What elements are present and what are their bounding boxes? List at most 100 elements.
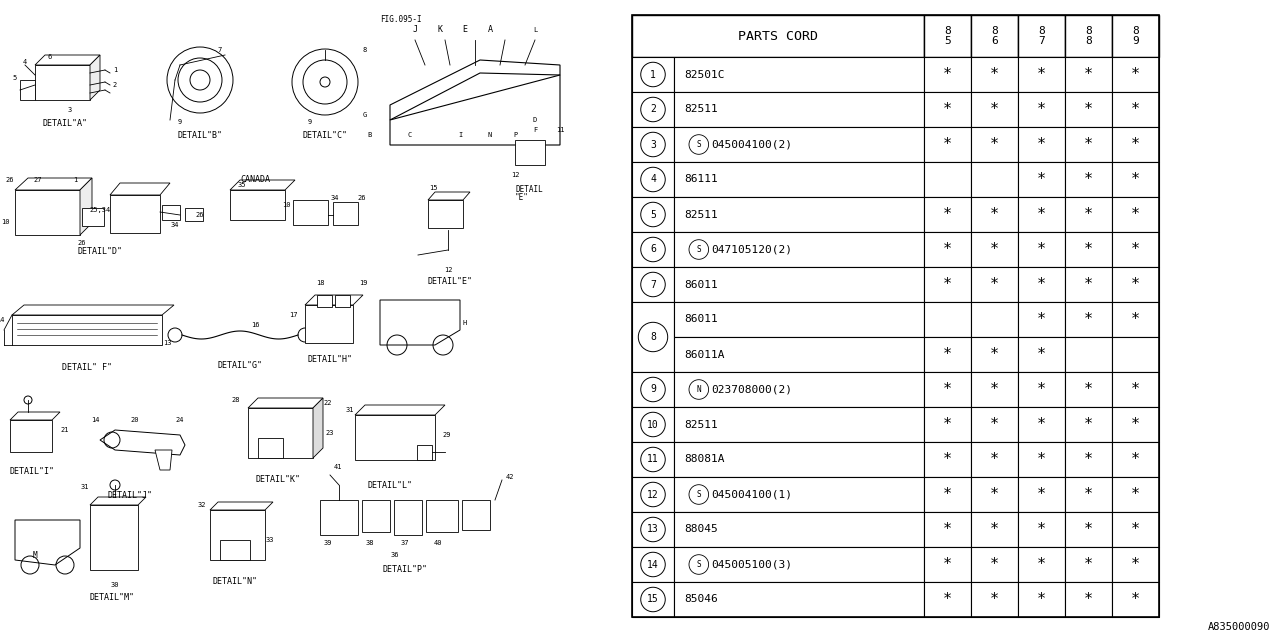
- Text: 5: 5: [650, 209, 655, 220]
- Text: DETAIL"H": DETAIL"H": [307, 355, 352, 365]
- Text: *: *: [989, 452, 1000, 467]
- Text: 86011A: 86011A: [684, 349, 724, 360]
- Bar: [1018, 92, 1065, 127]
- Bar: [675, 372, 924, 407]
- Text: *: *: [1132, 242, 1140, 257]
- Bar: [1112, 407, 1158, 442]
- Text: *: *: [1084, 382, 1093, 397]
- Text: 10: 10: [282, 202, 291, 208]
- Bar: [248, 408, 314, 458]
- Text: 37: 37: [401, 540, 410, 546]
- Text: *: *: [1037, 417, 1046, 432]
- Bar: [924, 162, 972, 197]
- Text: *: *: [1084, 592, 1093, 607]
- Text: *: *: [1132, 207, 1140, 222]
- Text: 19: 19: [358, 280, 367, 286]
- Bar: [1065, 407, 1112, 442]
- Text: 13: 13: [648, 525, 659, 534]
- Text: F: F: [532, 127, 538, 133]
- Bar: [20, 80, 35, 100]
- Bar: [972, 512, 1018, 547]
- Bar: [320, 500, 358, 535]
- Text: 8
8: 8 8: [1085, 26, 1092, 45]
- Text: *: *: [1037, 452, 1046, 467]
- Bar: [1112, 477, 1158, 512]
- Bar: [1112, 197, 1158, 232]
- Text: 8
7: 8 7: [1038, 26, 1044, 45]
- Bar: [924, 512, 972, 547]
- Text: *: *: [1037, 312, 1046, 327]
- Text: *: *: [1132, 312, 1140, 327]
- Text: 24: 24: [175, 417, 184, 423]
- Text: S: S: [696, 560, 701, 569]
- Text: *: *: [1084, 172, 1093, 187]
- Text: *: *: [989, 67, 1000, 82]
- Text: 047105120(2): 047105120(2): [712, 244, 792, 255]
- Text: 14: 14: [0, 317, 4, 323]
- Text: DETAIL"D": DETAIL"D": [78, 248, 123, 257]
- Text: 045005100(3): 045005100(3): [712, 559, 792, 570]
- Text: *: *: [943, 452, 952, 467]
- Text: 26: 26: [5, 177, 14, 183]
- Text: N: N: [696, 385, 701, 394]
- Text: 23: 23: [325, 430, 334, 436]
- Polygon shape: [305, 295, 364, 305]
- Bar: [675, 582, 924, 617]
- Text: D: D: [532, 117, 538, 123]
- Bar: [1112, 442, 1158, 477]
- Bar: [632, 197, 675, 232]
- Text: 26: 26: [78, 240, 86, 246]
- Text: *: *: [1084, 312, 1093, 327]
- Text: 14: 14: [648, 559, 659, 570]
- Text: K: K: [438, 26, 443, 35]
- Text: 8: 8: [650, 332, 655, 342]
- Bar: [1065, 232, 1112, 267]
- Text: *: *: [943, 382, 952, 397]
- Bar: [1018, 582, 1065, 617]
- Bar: [1065, 302, 1112, 337]
- Bar: [924, 582, 972, 617]
- Text: 023708000(2): 023708000(2): [712, 385, 792, 394]
- Text: A835000090: A835000090: [1207, 622, 1270, 632]
- Text: G: G: [362, 112, 367, 118]
- Text: H: H: [463, 320, 467, 326]
- Bar: [675, 442, 924, 477]
- Polygon shape: [79, 178, 92, 235]
- Text: *: *: [989, 417, 1000, 432]
- Text: 15: 15: [429, 185, 438, 191]
- Bar: [675, 57, 924, 92]
- Text: *: *: [989, 382, 1000, 397]
- Bar: [1018, 407, 1065, 442]
- Bar: [1065, 267, 1112, 302]
- Bar: [632, 15, 924, 57]
- Text: 11: 11: [556, 127, 564, 133]
- Text: *: *: [989, 137, 1000, 152]
- Bar: [186, 208, 204, 221]
- Bar: [1112, 512, 1158, 547]
- Text: *: *: [1037, 557, 1046, 572]
- Bar: [675, 162, 924, 197]
- Text: 40: 40: [434, 540, 443, 546]
- Bar: [1112, 337, 1158, 372]
- Text: 4: 4: [650, 175, 655, 184]
- Bar: [632, 512, 675, 547]
- Polygon shape: [35, 55, 100, 65]
- Text: 20: 20: [131, 417, 140, 423]
- Text: 3: 3: [650, 140, 655, 150]
- Text: 82511: 82511: [684, 209, 718, 220]
- Text: CANADA: CANADA: [241, 175, 270, 184]
- Bar: [675, 407, 924, 442]
- Bar: [924, 267, 972, 302]
- Text: 2: 2: [113, 82, 118, 88]
- Text: DETAIL"B": DETAIL"B": [178, 131, 223, 140]
- Text: DETAIL: DETAIL: [515, 186, 543, 195]
- Bar: [82, 208, 104, 226]
- Bar: [1018, 162, 1065, 197]
- Text: 10: 10: [648, 419, 659, 429]
- Bar: [230, 190, 285, 220]
- Text: S: S: [696, 490, 701, 499]
- Text: *: *: [1132, 382, 1140, 397]
- Text: *: *: [1037, 347, 1046, 362]
- Text: 21: 21: [60, 427, 69, 433]
- Text: *: *: [1084, 102, 1093, 117]
